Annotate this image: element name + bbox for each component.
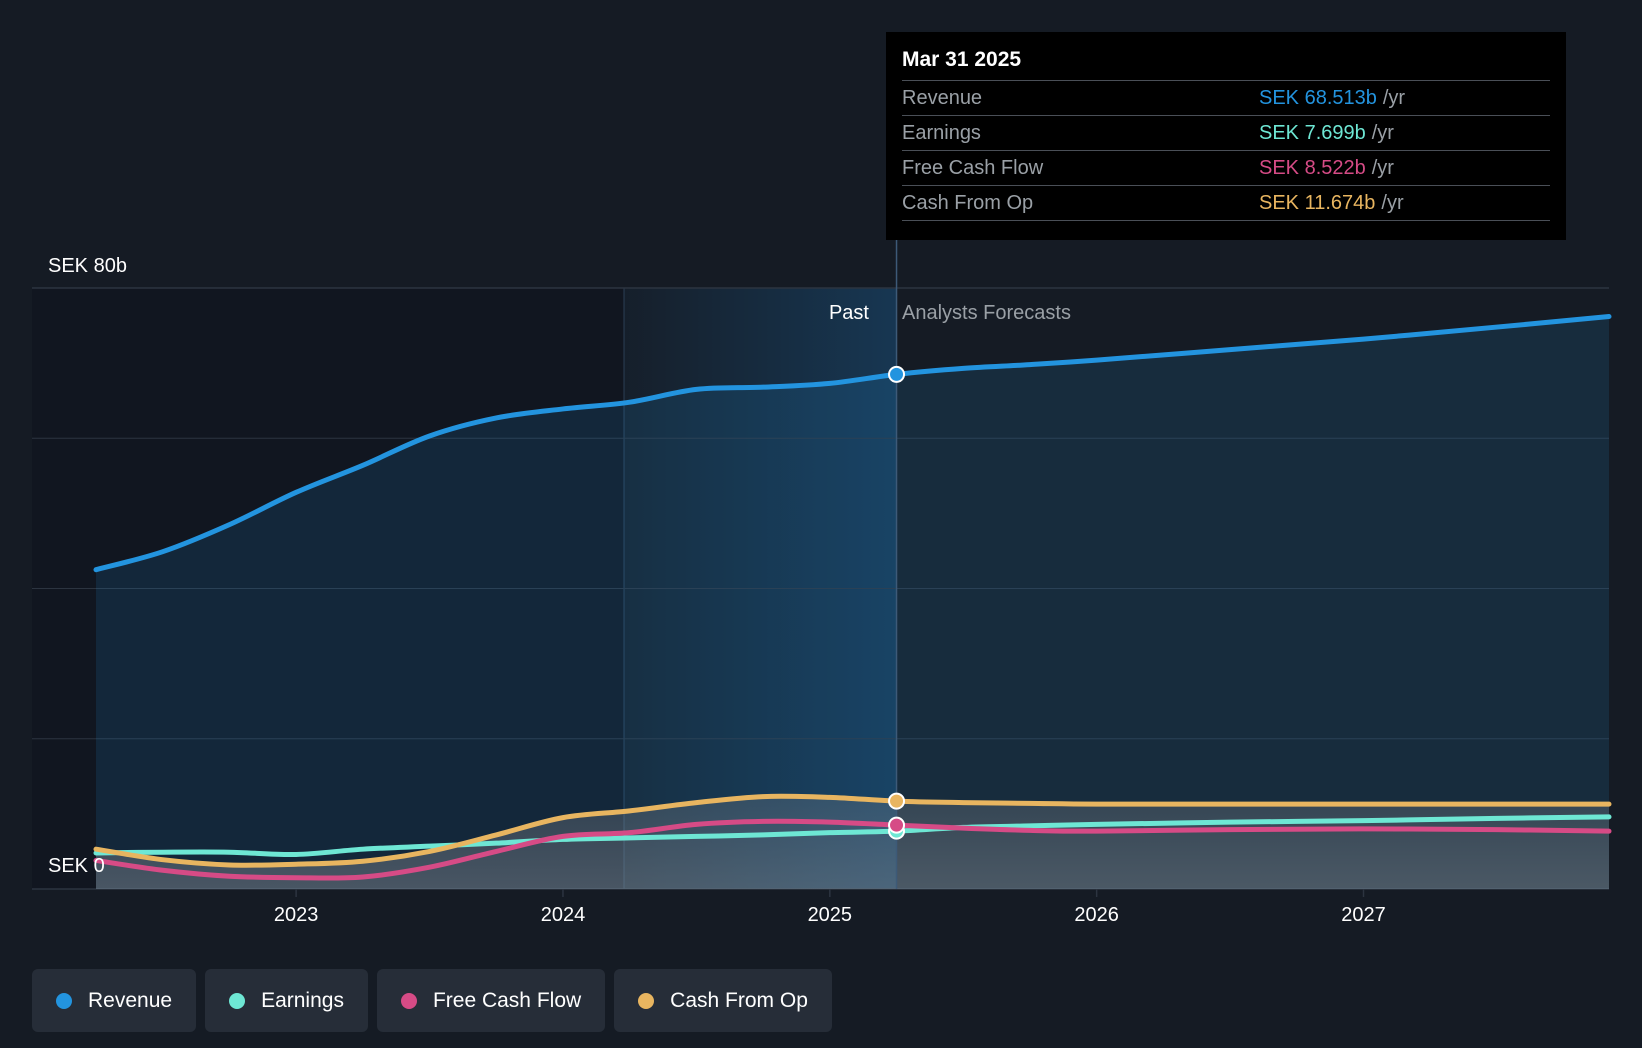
- current-value-markers: [888, 365, 906, 840]
- cash-from-op-line: [93, 793, 1612, 868]
- legend-item-revenue[interactable]: Revenue: [32, 969, 197, 1032]
- tooltip-unit: /yr: [1371, 156, 1394, 179]
- tooltip-unit: /yr: [1381, 191, 1404, 214]
- tooltip-value: SEK 11.674b: [1259, 191, 1376, 214]
- legend-dot-icon: [400, 992, 417, 1009]
- y-axis-top-label: SEK 80b: [48, 255, 127, 277]
- x-tick-label: 2024: [541, 904, 586, 926]
- tooltip-value: SEK 8.522b: [1259, 156, 1366, 179]
- tooltip-row-cash-from-op: Cash From Op SEK 11.674b /yr: [902, 185, 1550, 221]
- forecast-label: Analysts Forecasts: [902, 302, 1071, 324]
- data-tooltip: Mar 31 2025 Revenue SEK 68.513b /yr Earn…: [886, 32, 1566, 240]
- legend-dot-icon: [56, 992, 72, 1009]
- series-lines: [93, 314, 1612, 881]
- legend-label: Revenue: [88, 988, 173, 1012]
- x-axis-ticks: 2023 2024 2025 2026 2027: [274, 889, 1386, 926]
- series-areas: [96, 316, 1609, 889]
- legend-dot-icon: [229, 992, 246, 1009]
- tooltip-series-name: Earnings: [902, 121, 981, 144]
- revenue-area: [96, 316, 1609, 889]
- tooltip-row-revenue: Revenue SEK 68.513b /yr: [902, 80, 1550, 115]
- tooltip-row-earnings: Earnings SEK 7.699b /yr: [902, 115, 1550, 150]
- tooltip-unit: /yr: [1382, 86, 1406, 109]
- financial-chart: 2023 2024 2025 2026 2027 SEK 80b SEK 0 Past …: [32, 240, 1612, 926]
- tooltip-series-name: Revenue: [902, 86, 983, 109]
- cash-from-op-area: [96, 796, 1609, 889]
- legend-item-free-cash-flow[interactable]: Free Cash Flow: [376, 969, 606, 1032]
- tooltip-value: SEK 7.699b: [1259, 121, 1366, 144]
- cash-from-op-marker: [888, 792, 906, 810]
- tooltip-unit: /yr: [1371, 121, 1394, 144]
- x-tick-label: 2027: [1341, 904, 1386, 926]
- tooltip-value: SEK 68.513b: [1259, 86, 1377, 109]
- tooltip-series-name: Cash From Op: [902, 191, 1034, 214]
- legend-item-cash-from-op[interactable]: Cash From Op: [614, 969, 832, 1032]
- tooltip-series-name: Free Cash Flow: [902, 156, 1044, 179]
- revenue-line: [93, 314, 1612, 573]
- chart-legend: Revenue Earnings Free Cash Flow Cash Fro…: [32, 969, 832, 1032]
- legend-label: Cash From Op: [670, 988, 808, 1012]
- tooltip-date: Mar 31 2025: [902, 48, 1022, 71]
- y-axis-bottom-label: SEK 0: [48, 855, 105, 877]
- x-tick-label: 2026: [1074, 904, 1119, 926]
- legend-dot-icon: [638, 992, 655, 1009]
- x-tick-label: 2025: [808, 904, 853, 926]
- revenue-marker: [888, 365, 906, 383]
- earnings-line: [93, 814, 1612, 858]
- tooltip-row-free-cash-flow: Free Cash Flow SEK 8.522b /yr: [902, 150, 1550, 185]
- legend-label: Free Cash Flow: [432, 988, 582, 1012]
- past-label: Past: [829, 302, 869, 324]
- x-tick-label: 2023: [274, 904, 319, 926]
- legend-item-earnings[interactable]: Earnings: [205, 969, 368, 1032]
- free-cash-flow-line: [93, 818, 1612, 881]
- free-cash-flow-marker: [888, 816, 906, 834]
- legend-label: Earnings: [261, 988, 344, 1012]
